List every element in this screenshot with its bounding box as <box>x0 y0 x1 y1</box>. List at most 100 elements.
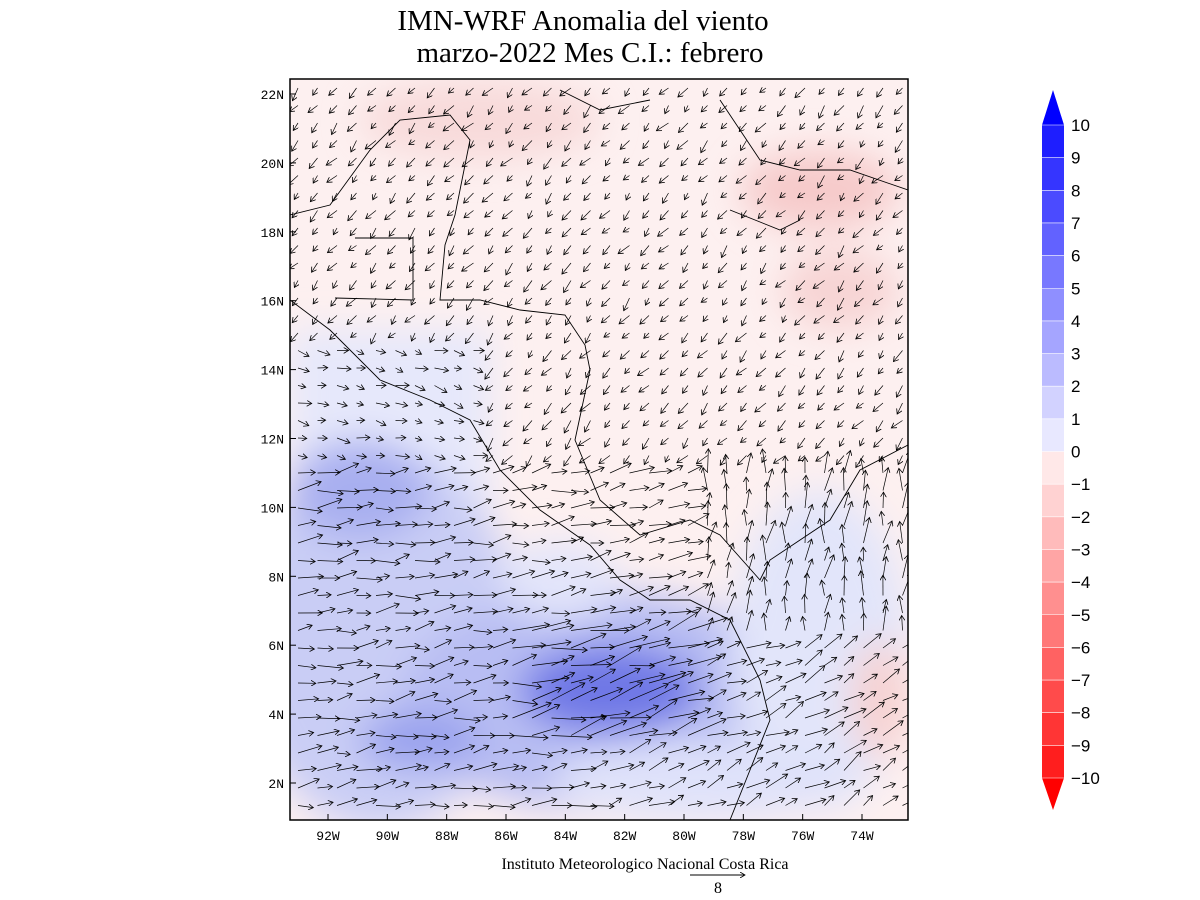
wind-vector <box>531 523 549 525</box>
wind-vector <box>473 438 482 441</box>
wind-vector <box>405 280 416 290</box>
wind-vector <box>453 508 472 510</box>
wind-vector <box>883 606 886 631</box>
wind-vector <box>446 332 455 341</box>
wind-vector <box>414 403 422 405</box>
wind-vector <box>565 385 572 395</box>
wind-vector <box>834 315 845 323</box>
wind-vector <box>473 571 490 579</box>
wind-vector <box>853 245 864 253</box>
wind-vector <box>570 524 596 526</box>
lat-tick-label: 22N <box>261 88 284 103</box>
wind-vector <box>604 402 611 410</box>
colorbar-band <box>1042 549 1064 583</box>
wind-vector <box>292 210 299 218</box>
colorbar-band <box>1042 647 1064 681</box>
wind-vector <box>680 367 689 376</box>
anomaly-field <box>290 79 908 820</box>
wind-vector <box>371 262 377 273</box>
wind-vector <box>434 456 446 459</box>
wind-vector <box>527 245 533 254</box>
wind-vector <box>625 262 629 270</box>
wind-vector <box>562 350 572 360</box>
wind-vector <box>859 210 863 218</box>
wind-vector <box>317 609 335 614</box>
wind-vector <box>800 105 806 116</box>
wind-vector <box>873 297 884 305</box>
wind-vector <box>704 280 708 290</box>
wind-vector <box>462 262 474 271</box>
colorbar-band <box>1042 288 1064 321</box>
wind-vector <box>742 315 747 326</box>
wind-vector <box>546 297 552 305</box>
wind-vector <box>726 523 727 544</box>
wind-vector <box>618 245 630 254</box>
wind-vector <box>444 105 455 115</box>
wind-vector <box>492 501 515 509</box>
wind-vector <box>781 245 785 253</box>
colorbar-bottom-arrow <box>1042 778 1064 810</box>
wind-vector <box>426 157 435 166</box>
wind-vector <box>641 245 650 256</box>
wind-vector <box>762 140 766 148</box>
wind-vector <box>333 280 337 289</box>
reference-vector-label: 8 <box>714 880 722 897</box>
wind-vector <box>894 105 903 115</box>
wind-vector <box>703 262 708 269</box>
wind-vector <box>317 543 343 545</box>
wind-vector <box>453 647 474 648</box>
wind-vector <box>629 559 644 561</box>
wind-vector <box>395 595 421 600</box>
wind-vector <box>703 437 708 446</box>
wind-vector <box>484 175 494 184</box>
wind-vector <box>584 122 591 133</box>
wind-vector <box>741 297 747 306</box>
wind-vector <box>795 87 806 98</box>
wind-vector <box>470 140 473 148</box>
wind-vector <box>739 157 747 165</box>
wind-vector <box>852 420 864 429</box>
wind-vector <box>784 596 785 614</box>
wind-vector <box>838 176 845 180</box>
wind-vector <box>861 140 864 148</box>
wind-vector <box>602 280 611 290</box>
wind-vector <box>759 105 767 111</box>
wind-vector <box>547 140 551 148</box>
wind-vector <box>375 420 386 426</box>
wind-vector <box>623 281 630 286</box>
wind-vector <box>566 297 572 305</box>
wind-vector <box>541 367 552 375</box>
wind-vector <box>336 610 353 613</box>
wind-vector <box>645 227 649 236</box>
wind-vector <box>297 648 314 649</box>
wind-vector <box>492 467 514 474</box>
wind-vector <box>372 297 376 307</box>
wind-vector <box>701 332 708 342</box>
wind-vector <box>737 227 747 236</box>
wind-vector <box>718 437 728 445</box>
wind-vector <box>373 192 376 200</box>
wind-vector <box>375 403 389 406</box>
wind-vector <box>356 578 383 580</box>
wind-vector <box>895 315 903 324</box>
colorbar-band <box>1042 451 1064 485</box>
wind-vector <box>682 332 689 343</box>
wind-vector <box>839 228 845 233</box>
wind-vector <box>387 175 396 183</box>
wind-vector <box>680 227 689 235</box>
wind-vector <box>502 210 513 219</box>
lon-tick-label: 80W <box>672 829 696 844</box>
wind-vector <box>625 87 629 96</box>
wind-vector <box>824 594 831 614</box>
wind-vector <box>600 210 611 219</box>
wind-vector <box>609 637 647 649</box>
wind-vector <box>838 87 845 95</box>
wind-vector <box>799 420 806 428</box>
wind-vector <box>629 574 643 579</box>
wind-vector <box>682 176 689 181</box>
colorbar-band <box>1042 190 1064 223</box>
wind-vector <box>544 157 552 169</box>
wind-vector <box>860 437 864 446</box>
wind-vector <box>409 262 416 271</box>
wind-vector <box>699 420 708 429</box>
